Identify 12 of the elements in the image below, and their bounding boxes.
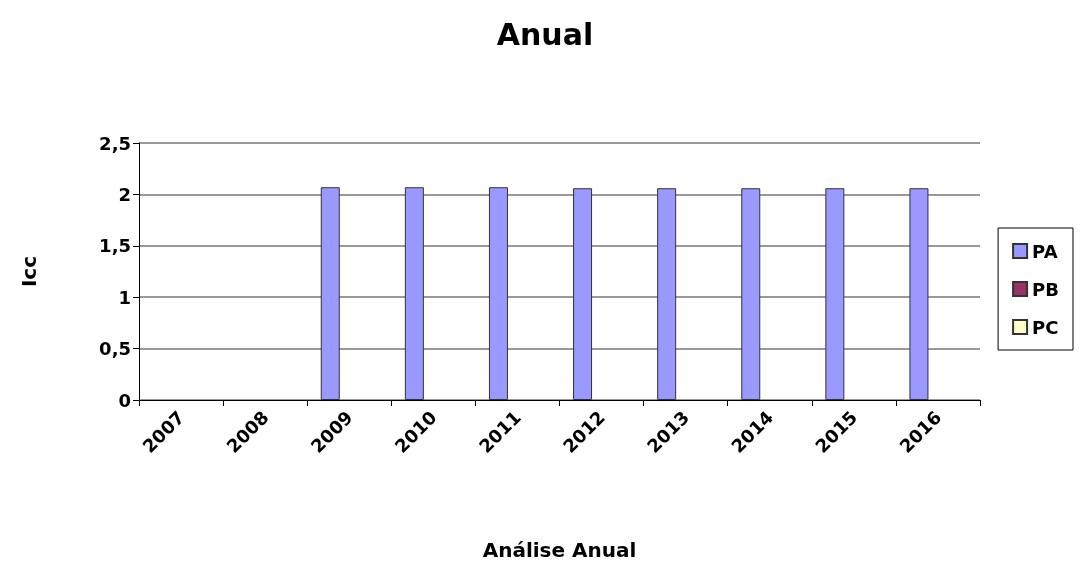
y-tick-label: 2,5: [99, 132, 131, 154]
y-axis-title: Icc: [17, 255, 41, 288]
legend-label: PC: [1032, 316, 1059, 338]
y-tick-label: 0,5: [99, 338, 131, 360]
y-tick-label: 2: [118, 183, 131, 205]
legend-label: PA: [1032, 240, 1058, 262]
y-tick-label: 0: [118, 389, 131, 411]
y-tick-label: 1,5: [99, 235, 131, 257]
y-tick-label: 1: [118, 286, 131, 308]
x-axis-title: Análise Anual: [482, 538, 637, 562]
legend-label: PB: [1032, 278, 1060, 300]
chart-title: Anual: [496, 16, 594, 52]
